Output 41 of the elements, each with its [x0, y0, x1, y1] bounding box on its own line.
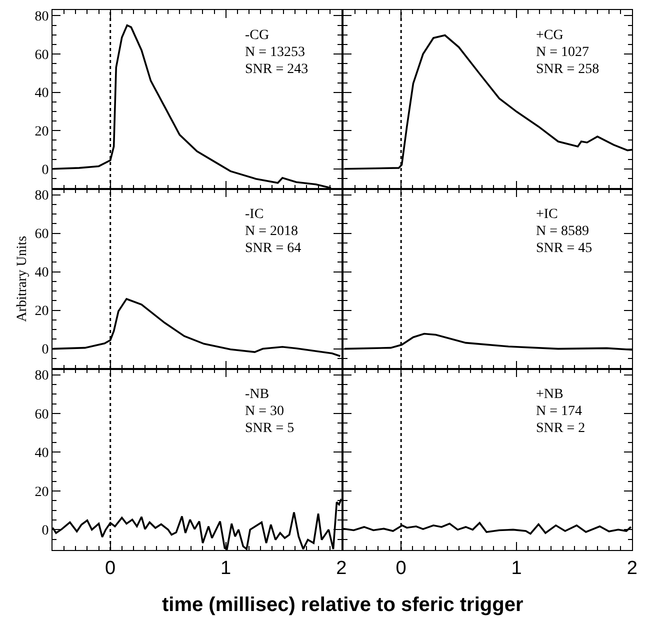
annotation: +IC — [536, 207, 558, 222]
y-tick-label: 40 — [34, 86, 49, 102]
annotation: N = 1027 — [536, 45, 590, 60]
y-tick-label: 20 — [34, 124, 49, 140]
x-tick-label: 2 — [626, 558, 638, 579]
annotation: N = 174 — [536, 404, 582, 419]
annotation: -CG — [245, 28, 270, 43]
y-tick-label: 60 — [34, 407, 49, 422]
annotation: SNR = 2 — [536, 421, 586, 436]
annotation: N = 13253 — [245, 45, 306, 60]
annotation: N = 8589 — [536, 224, 590, 239]
y-tick-label: 60 — [34, 227, 49, 242]
y-tick-label: 0 — [42, 162, 49, 178]
annotation: SNR = 45 — [536, 241, 592, 256]
y-tick-label: 80 — [34, 188, 49, 204]
x-tick-label: 1 — [511, 558, 522, 579]
annotation: SNR = 5 — [245, 421, 294, 436]
x-tick-label: 0 — [396, 558, 406, 579]
y-tick-label: 80 — [34, 368, 49, 384]
y-axis-title: Arbitrary Units — [14, 236, 30, 322]
annotation: N = 2018 — [245, 224, 298, 239]
annotation: -IC — [245, 207, 264, 222]
y-tick-label: 60 — [34, 48, 49, 63]
y-tick-label: 80 — [34, 10, 49, 25]
y-tick-label: 20 — [34, 304, 49, 320]
x-axis-title: time (millisec) relative to sferic trigger — [162, 594, 524, 616]
x-tick-label: 0 — [105, 558, 116, 579]
annotation: -NB — [245, 387, 270, 402]
x-tick-label: 1 — [220, 558, 232, 579]
y-tick-label: 40 — [34, 266, 49, 281]
x-tick-label: 2 — [336, 558, 347, 579]
y-tick-label: 40 — [34, 446, 49, 462]
y-tick-label: 0 — [42, 524, 49, 539]
y-tick-label: 0 — [42, 342, 49, 358]
annotation: SNR = 64 — [245, 241, 302, 256]
annotation: SNR = 258 — [536, 62, 600, 77]
annotation: +CG — [536, 28, 564, 43]
annotation: +NB — [536, 387, 564, 402]
y-tick-label: 20 — [34, 484, 49, 500]
annotation: N = 30 — [245, 404, 284, 419]
annotation: SNR = 243 — [245, 62, 308, 77]
